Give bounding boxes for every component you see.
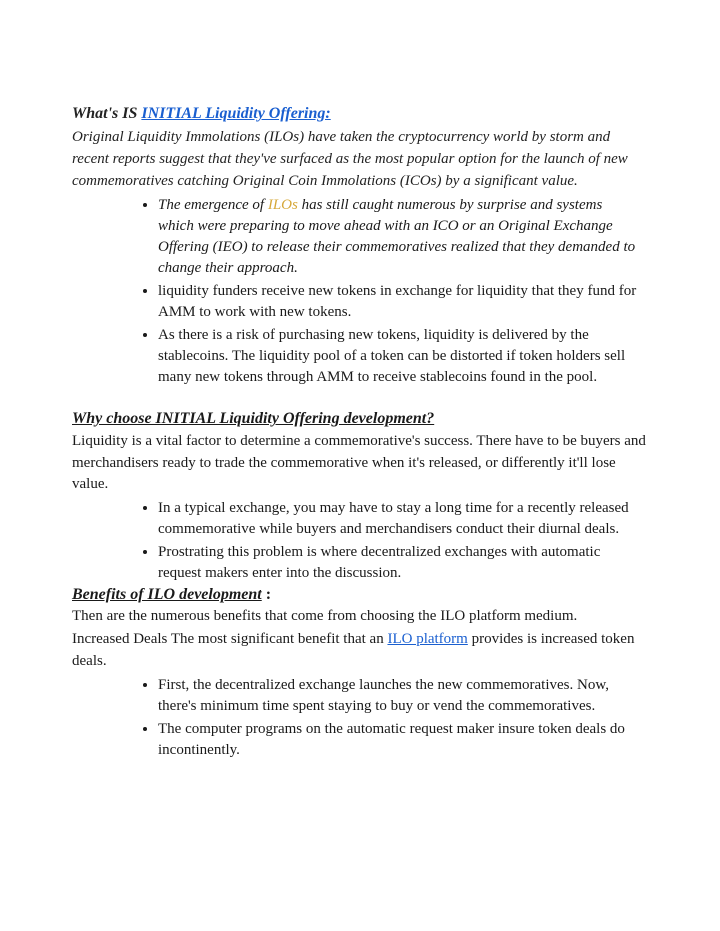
list-item: liquidity funders receive new tokens in …	[158, 281, 648, 323]
heading-suffix: :	[262, 586, 271, 603]
benefits-list: First, the decentralized exchange launch…	[72, 675, 648, 761]
ilos-link[interactable]: ILOs	[268, 197, 298, 213]
list-item: As there is a risk of purchasing new tok…	[158, 325, 648, 388]
list-item: First, the decentralized exchange launch…	[158, 675, 648, 717]
list-item: In a typical exchange, you may have to s…	[158, 498, 648, 540]
ilo-platform-link[interactable]: ILO platform	[387, 631, 467, 647]
benefits-paragraph-1: Then are the numerous benefits that come…	[72, 606, 648, 627]
list-text-a: The emergence of	[158, 197, 268, 213]
list-item: Prostrating this problem is where decent…	[158, 542, 648, 584]
document-page: What's IS INITIAL Liquidity Offering: Or…	[0, 0, 720, 803]
section-heading-why: Why choose INITIAL Liquidity Offering de…	[72, 410, 648, 428]
intro-paragraph: Original Liquidity Immolations (ILOs) ha…	[72, 127, 648, 192]
list-item: The computer programs on the automatic r…	[158, 719, 648, 761]
heading-row: What's IS INITIAL Liquidity Offering:	[72, 105, 648, 123]
benefits-paragraph-2: Increased Deals The most significant ben…	[72, 629, 648, 672]
heading-link[interactable]: INITIAL Liquidity Offering:	[141, 105, 330, 122]
benefits-heading-row: Benefits of ILO development :	[72, 586, 648, 604]
heading-prefix: What's IS	[72, 105, 141, 122]
why-list: In a typical exchange, you may have to s…	[72, 498, 648, 584]
intro-list: The emergence of ILOs has still caught n…	[72, 195, 648, 388]
list-item: The emergence of ILOs has still caught n…	[158, 195, 648, 279]
why-paragraph: Liquidity is a vital factor to determine…	[72, 431, 648, 495]
para-text-a: Increased Deals The most significant ben…	[72, 631, 387, 647]
section-heading-benefits: Benefits of ILO development	[72, 586, 262, 603]
